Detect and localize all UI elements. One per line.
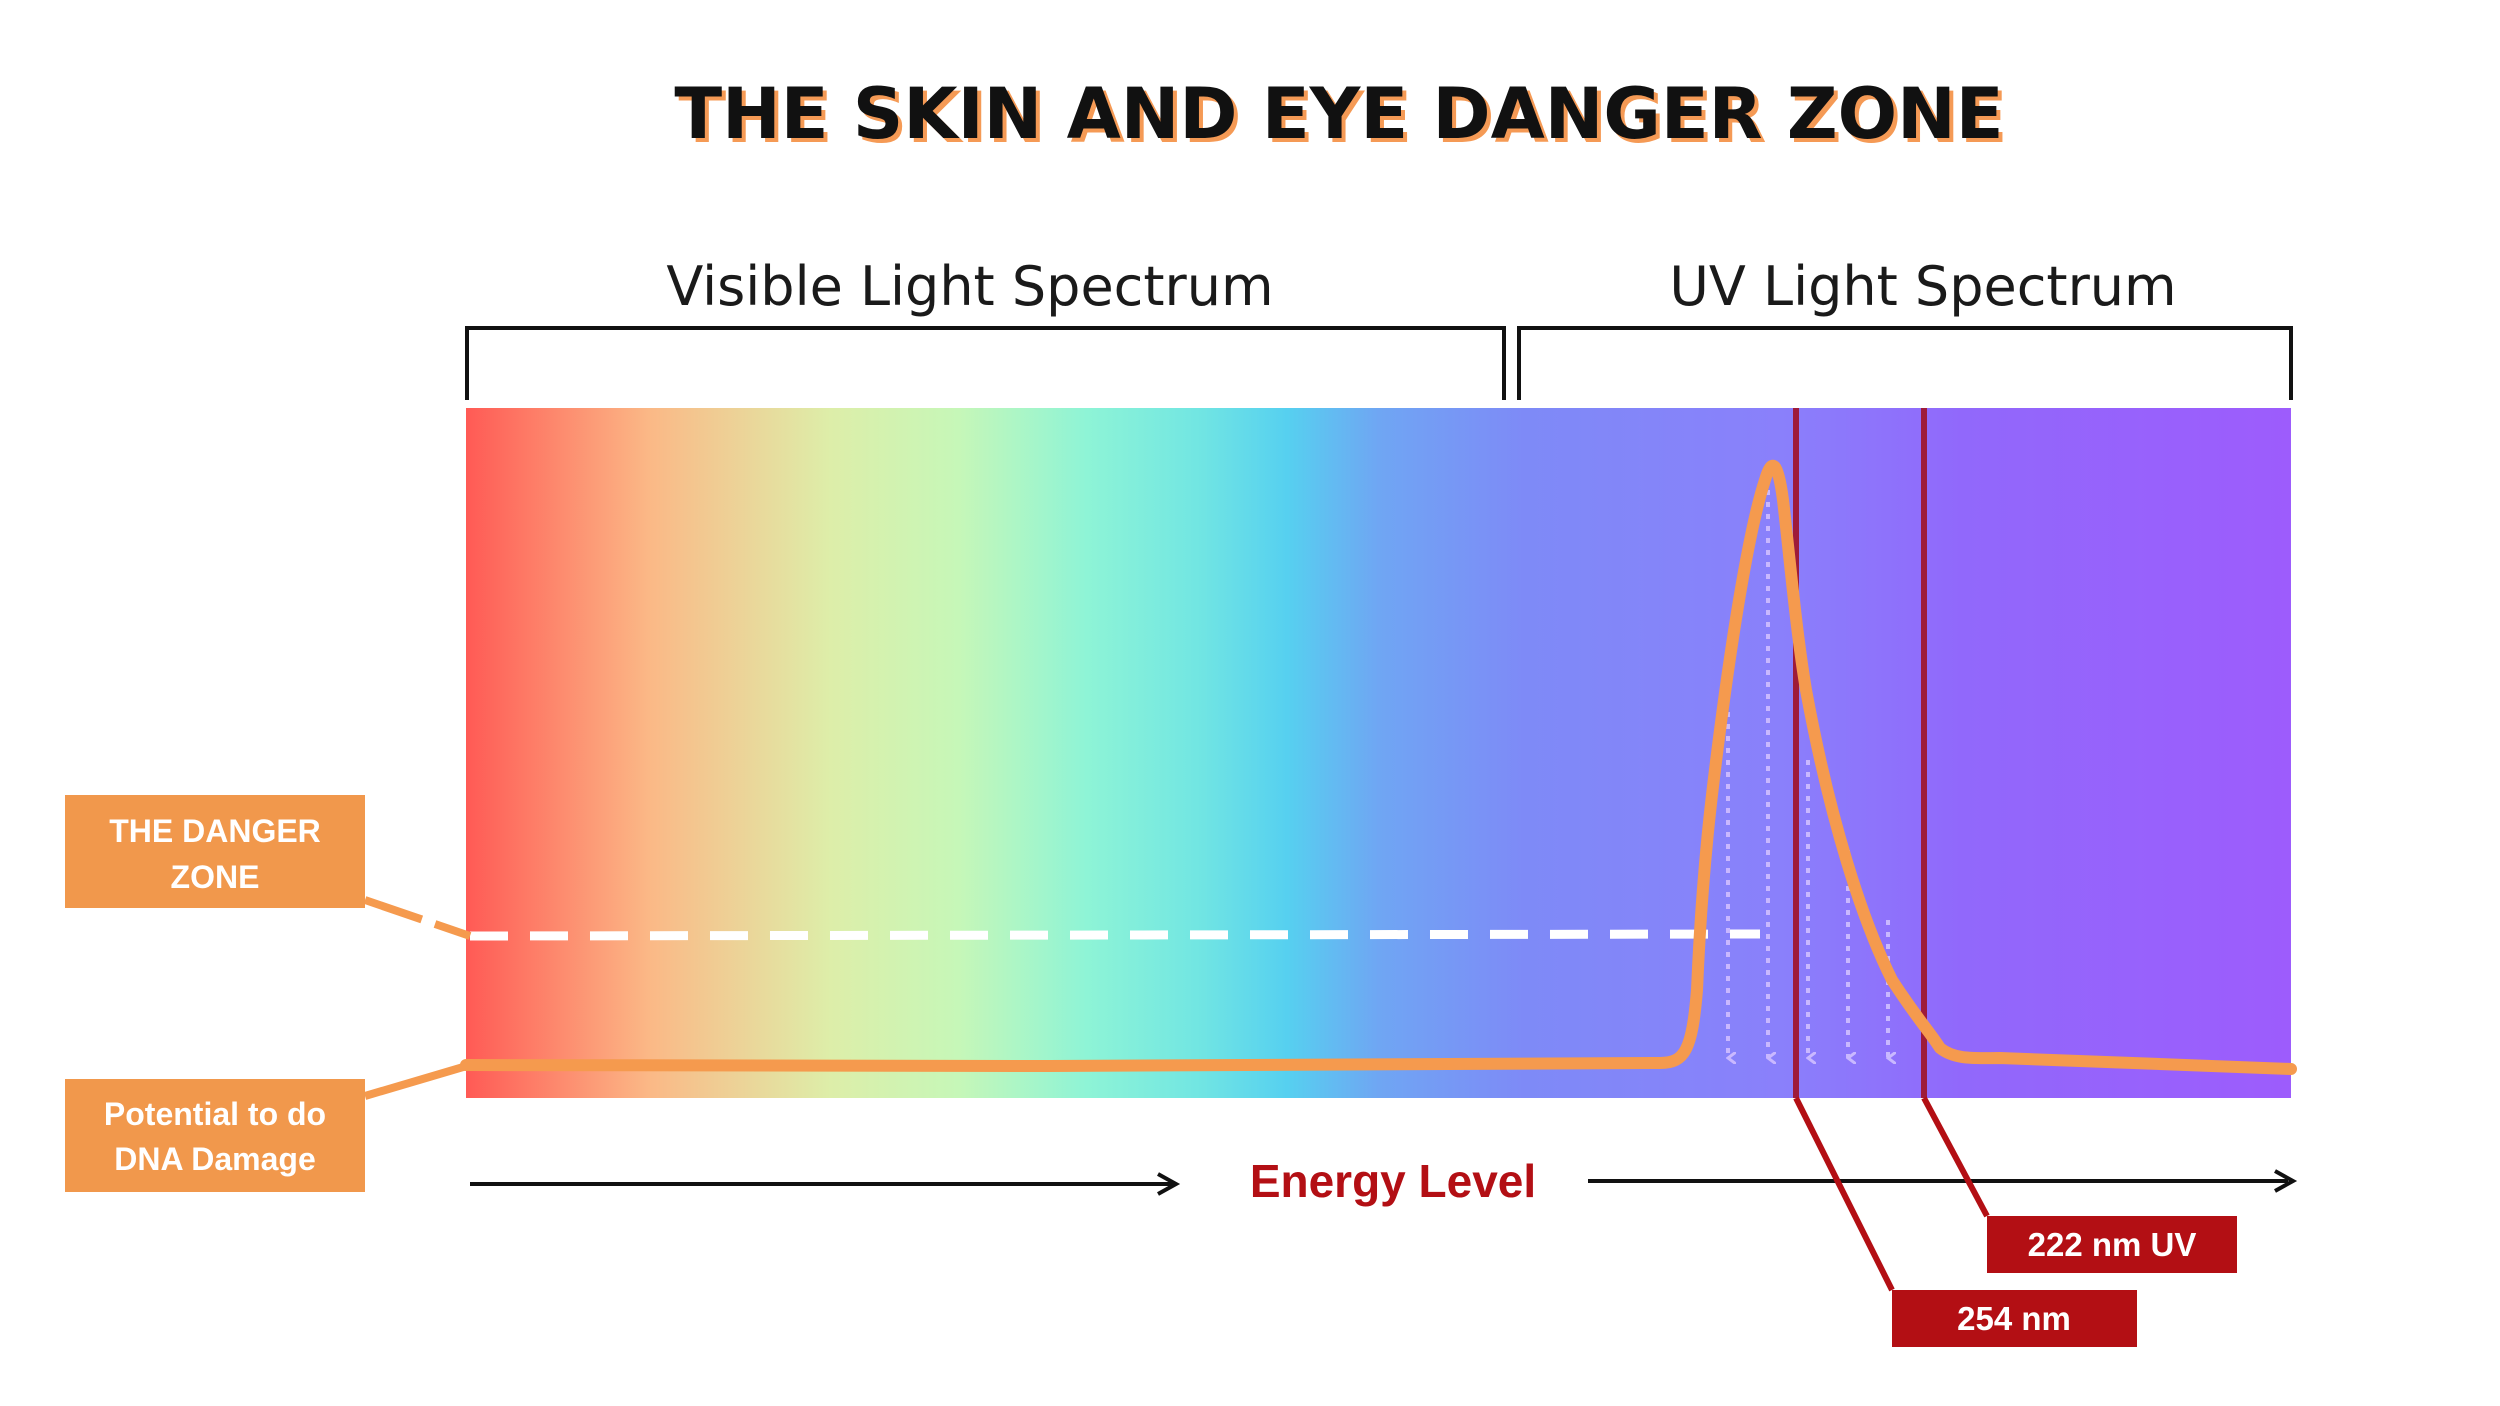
danger-zone-box [65, 795, 365, 908]
marker-254nm-box [1892, 1290, 2137, 1347]
dna-damage-box [65, 1079, 365, 1192]
uv-spectrum-label: UV Light Spectrum [1669, 255, 2176, 318]
danger-zone-callout: THE DANGER ZONE [65, 795, 365, 908]
danger-zone-connector [363, 896, 472, 940]
dna-damage-text-line-1: Potential to do [104, 1096, 326, 1132]
energy-axis-left-arrowhead [1157, 1172, 1181, 1196]
dna-damage-connector [363, 1061, 472, 1100]
marker-222nm-label: 222 nm UV [2028, 1226, 2197, 1263]
marker-leader-222nm [1921, 1096, 1990, 1218]
marker-222nm-box [1987, 1216, 2237, 1273]
marker-254nm-label: 254 nm [1957, 1300, 2071, 1337]
page-title-shadow: THE SKIN AND EYE DANGER ZONE [678, 77, 2007, 159]
visible-spectrum-label: Visible Light Spectrum [666, 255, 1273, 318]
marker-leader-254nm [1793, 1096, 1895, 1292]
visible-spectrum-bracket [465, 326, 1506, 400]
energy-level-label: Energy Level [1250, 1155, 1536, 1207]
marker-222nm: 222 nm UV [1987, 1216, 2237, 1273]
marker-254nm: 254 nm [1892, 1290, 2137, 1347]
page-title: THE SKIN AND EYE DANGER ZONE [674, 73, 2003, 155]
danger-zone-text-line-1: THE DANGER [109, 813, 321, 849]
danger-zone-text-line-2: ZONE [171, 859, 260, 895]
dna-damage-callout: Potential to do DNA Damage [65, 1079, 365, 1192]
spectrum-band [466, 408, 2291, 1098]
dna-damage-text-line-2: DNA Damage [114, 1141, 316, 1177]
danger-zone-threshold [469, 929, 1761, 941]
energy-axis-right-arrowhead [2274, 1169, 2298, 1193]
uv-spectrum-bracket [1517, 326, 2293, 400]
dna-damage-curve [460, 459, 2297, 1075]
energy-drop-arrows [1726, 490, 1888, 1058]
